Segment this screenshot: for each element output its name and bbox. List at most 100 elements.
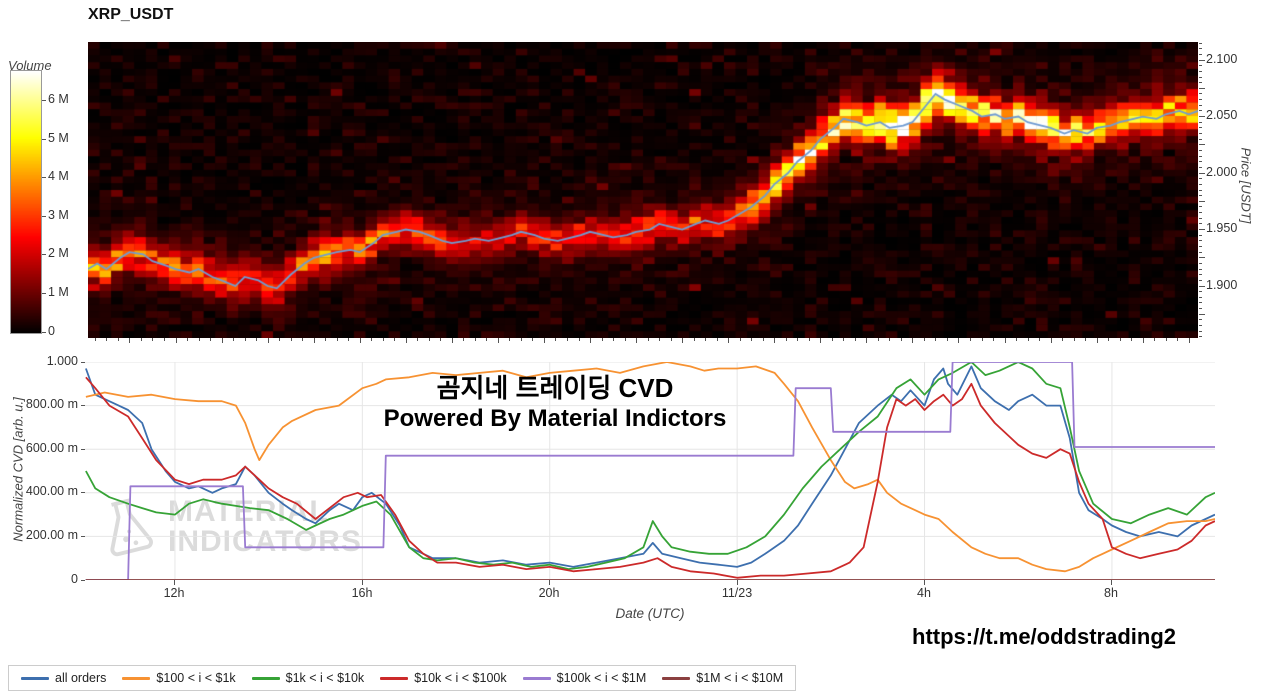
price-tick bbox=[1199, 195, 1202, 196]
colorbar-tick-label: 3 M bbox=[48, 208, 69, 222]
price-tick bbox=[1199, 308, 1202, 309]
colorbar-tick bbox=[42, 293, 46, 294]
cvd-y-tick-label: 800.00 m bbox=[25, 397, 78, 411]
price-tick bbox=[1199, 99, 1202, 100]
heatmap-x-tick bbox=[624, 338, 626, 341]
price-tick bbox=[1199, 336, 1202, 337]
cvd-x-tick-label: 11/23 bbox=[721, 586, 753, 600]
heatmap-x-tick bbox=[1142, 338, 1144, 343]
heatmap-x-tick bbox=[1004, 338, 1006, 343]
series-line--10k-i-100k bbox=[85, 376, 1215, 579]
heatmap-x-tick bbox=[233, 338, 235, 341]
heatmap-x-tick bbox=[267, 338, 269, 343]
heatmap-x-tick bbox=[1016, 338, 1018, 341]
page-title: XRP_USDT bbox=[88, 6, 174, 23]
heatmap-x-tick bbox=[313, 338, 315, 343]
telegram-url-text: https://t.me/oddstrading2 bbox=[912, 624, 1176, 649]
heatmap-x-tick bbox=[428, 338, 430, 341]
heatmap-x-tick bbox=[129, 338, 131, 343]
price-tick bbox=[1199, 144, 1205, 145]
legend-item-label: $100 < i < $1k bbox=[156, 671, 236, 685]
cvd-x-tick-label: 12h bbox=[163, 586, 185, 600]
heatmap-x-tick bbox=[1027, 338, 1029, 341]
price-tick bbox=[1199, 88, 1205, 89]
heatmap-x-tick bbox=[256, 338, 258, 341]
legend-item--100k-i-1m[interactable]: $100k < i < $1M bbox=[522, 671, 646, 685]
legend-item--100-i-1k[interactable]: $100 < i < $1k bbox=[122, 671, 236, 685]
cvd-y-axis-title: Normalized CVD [arb. u.] bbox=[10, 397, 26, 542]
cvd-x-tick-label: 4h bbox=[917, 586, 931, 600]
price-tick bbox=[1199, 319, 1202, 320]
legend-item-label: $1k < i < $10k bbox=[285, 671, 365, 685]
price-tick bbox=[1199, 184, 1202, 185]
heatmap-x-tick bbox=[210, 338, 212, 341]
heatmap-x-tick bbox=[1154, 338, 1156, 341]
legend-line-swatch bbox=[21, 676, 49, 680]
price-tick bbox=[1199, 235, 1202, 236]
price-tick bbox=[1199, 223, 1202, 224]
heatmap-x-tick bbox=[935, 338, 937, 341]
price-tick bbox=[1199, 240, 1202, 241]
legend-line-swatch bbox=[122, 676, 151, 680]
heatmap-x-tick bbox=[751, 338, 753, 341]
cvd-x-tick bbox=[362, 580, 363, 585]
heatmap-x-tick bbox=[567, 338, 568, 341]
price-tick bbox=[1199, 325, 1202, 326]
price-tick bbox=[1199, 105, 1202, 106]
heatmap-x-tick bbox=[762, 338, 764, 341]
price-tick bbox=[1199, 206, 1202, 207]
heatmap-x-tick bbox=[106, 338, 108, 341]
heatmap-x-tick bbox=[785, 338, 787, 341]
chart-overlay-caption: 곰지네 트레이딩 CVD Powered By Material Indicto… bbox=[255, 372, 855, 434]
legend-item-all-orders[interactable]: all orders bbox=[21, 671, 106, 685]
legend-item--1m-i-10m[interactable]: $1M < i < $10M bbox=[662, 671, 783, 685]
cvd-x-tick-label: 8h bbox=[1104, 586, 1118, 600]
heatmap-x-tick bbox=[900, 338, 902, 341]
cvd-line-chart bbox=[85, 362, 1215, 580]
legend-item--10k-i-100k[interactable]: $10k < i < $100k bbox=[380, 671, 507, 685]
price-tick bbox=[1199, 286, 1205, 287]
heatmap-x-tick bbox=[451, 338, 453, 343]
heatmap-x-tick bbox=[152, 338, 154, 341]
price-tick bbox=[1199, 218, 1202, 219]
legend-item--1k-i-10k[interactable]: $1k < i < $10k bbox=[251, 671, 365, 685]
price-tick bbox=[1199, 252, 1202, 253]
cvd-y-tick bbox=[81, 580, 85, 581]
heatmap-x-tick bbox=[302, 338, 304, 341]
heatmap-x-tick bbox=[970, 338, 971, 341]
price-tick bbox=[1199, 116, 1205, 117]
heatmap-x-tick bbox=[497, 338, 499, 343]
heatmap-x-tick bbox=[1188, 338, 1190, 343]
heatmap-x-tick bbox=[1177, 338, 1179, 341]
colorbar-tick-label: 5 M bbox=[48, 131, 69, 145]
colorbar-tick bbox=[42, 254, 46, 255]
heatmap-x-tick bbox=[440, 338, 442, 341]
price-tick bbox=[1199, 93, 1202, 94]
heatmap-x-tick bbox=[958, 338, 960, 343]
price-tick bbox=[1199, 82, 1202, 83]
colorbar-tick bbox=[42, 177, 46, 178]
cvd-x-tick bbox=[737, 580, 738, 585]
cvd-y-tick-label: 400.00 m bbox=[25, 484, 78, 498]
heatmap-x-tick bbox=[889, 338, 891, 341]
heatmap-x-tick bbox=[543, 338, 545, 343]
heatmap-x-tick bbox=[831, 338, 833, 341]
heatmap-x-tick bbox=[555, 338, 557, 341]
heatmap-x-tick bbox=[981, 338, 983, 341]
heatmap-x-tick bbox=[1085, 338, 1087, 341]
heatmap-x-tick bbox=[509, 338, 511, 341]
price-tick bbox=[1199, 263, 1202, 264]
legend-item-label: all orders bbox=[55, 671, 107, 685]
heatmap-x-tick bbox=[417, 338, 419, 341]
price-tick bbox=[1199, 127, 1202, 128]
heatmap-x-tick bbox=[854, 338, 856, 341]
price-tick bbox=[1199, 60, 1205, 61]
cvd-x-tick bbox=[174, 580, 175, 585]
heatmap-x-tick bbox=[359, 338, 361, 343]
heatmap-x-tick bbox=[797, 338, 799, 341]
price-tick bbox=[1199, 77, 1202, 78]
price-tick bbox=[1199, 302, 1202, 303]
heatmap-x-tick bbox=[590, 338, 592, 343]
price-tick bbox=[1199, 291, 1202, 292]
